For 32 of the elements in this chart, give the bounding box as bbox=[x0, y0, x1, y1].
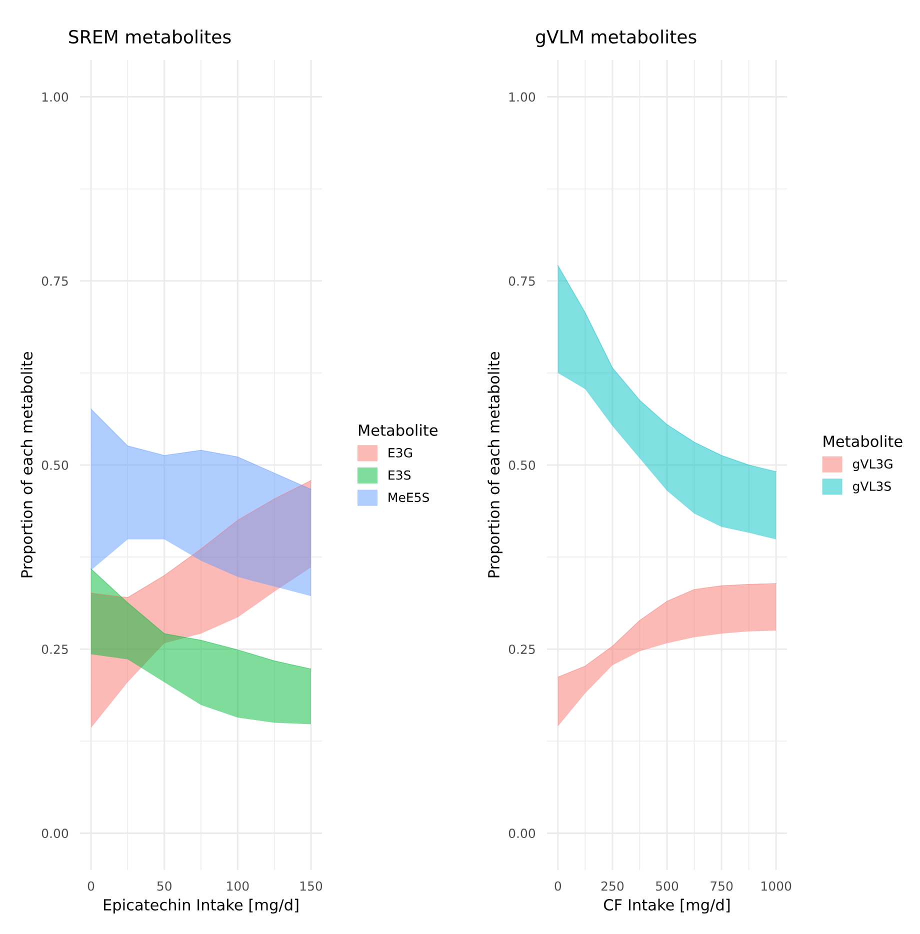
legend-title: Metabolite bbox=[824, 435, 902, 448]
y-tick-label: 0.50 bbox=[42, 460, 68, 470]
x-axis-title: CF Intake [mg/d] bbox=[604, 898, 730, 914]
x-tick-label: 100 bbox=[227, 881, 249, 891]
chart-title: gVLM metabolites bbox=[536, 30, 696, 48]
x-tick-label: 750 bbox=[710, 881, 733, 891]
legend-label: E3S bbox=[388, 470, 411, 480]
y-axis-title: Proportion of each metabolite bbox=[20, 352, 36, 578]
x-tick-label: 0 bbox=[554, 881, 562, 891]
y-axis-title: Proportion of each metabolite bbox=[488, 352, 502, 578]
x-axis-title: Epicatechin Intake [mg/d] bbox=[104, 898, 298, 914]
y-tick-label: 1.00 bbox=[509, 92, 536, 102]
x-tick-label: 500 bbox=[656, 881, 678, 891]
x-tick-label: 1000 bbox=[762, 881, 792, 891]
x-tick-label: 0 bbox=[88, 881, 94, 891]
y-tick-label: 0.00 bbox=[508, 828, 536, 838]
y-tick-label: 0.25 bbox=[42, 644, 68, 654]
x-tick-label: 150 bbox=[300, 881, 322, 891]
y-tick-label: 0.25 bbox=[508, 644, 535, 654]
legend-label: gVL3S bbox=[852, 481, 891, 494]
y-tick-label: 0.75 bbox=[42, 276, 68, 286]
x-tick-label: 50 bbox=[157, 881, 172, 891]
legend-title: Metabolite bbox=[358, 424, 438, 436]
legend-label: E3G bbox=[388, 448, 412, 458]
legend-label: gVL3G bbox=[852, 459, 892, 472]
chart-title: SREM metabolites bbox=[69, 30, 231, 44]
y-tick-label: 0.75 bbox=[508, 276, 535, 286]
y-tick-label: 0.50 bbox=[508, 460, 536, 470]
y-tick-label: 1.00 bbox=[42, 92, 68, 102]
y-tick-label: 0.00 bbox=[42, 828, 68, 838]
legend-label: MeE5S bbox=[388, 492, 430, 502]
x-tick-label: 250 bbox=[601, 881, 624, 891]
